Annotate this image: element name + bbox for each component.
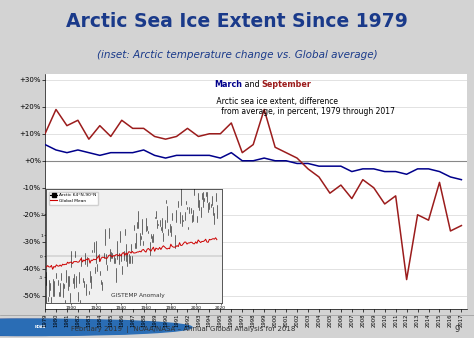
Legend: Arctic 64°N-90°N, Global Mean: Arctic 64°N-90°N, Global Mean: [49, 192, 98, 204]
Text: GISTEMP Anomaly: GISTEMP Anomaly: [111, 293, 164, 298]
Text: 9: 9: [455, 324, 460, 334]
Text: Arctic Sea Ice Extent Since 1979: Arctic Sea Ice Extent Since 1979: [66, 12, 408, 31]
Text: February 2019  |  NOAA/NASA – Annual Global Analysis for 2018: February 2019 | NOAA/NASA – Annual Globa…: [71, 325, 295, 333]
Text: and: and: [242, 80, 262, 89]
Text: NASA: NASA: [10, 325, 23, 329]
Circle shape: [0, 319, 168, 335]
Text: NOAA: NOAA: [35, 325, 46, 329]
Text: Arctic sea ice extent, difference
   from average, in percent, 1979 through 2017: Arctic sea ice extent, difference from a…: [214, 97, 395, 116]
Text: (inset: Arctic temperature change vs. Global average): (inset: Arctic temperature change vs. Gl…: [97, 50, 377, 61]
Circle shape: [0, 319, 192, 335]
Text: March: March: [214, 80, 242, 89]
Text: September: September: [261, 80, 311, 89]
